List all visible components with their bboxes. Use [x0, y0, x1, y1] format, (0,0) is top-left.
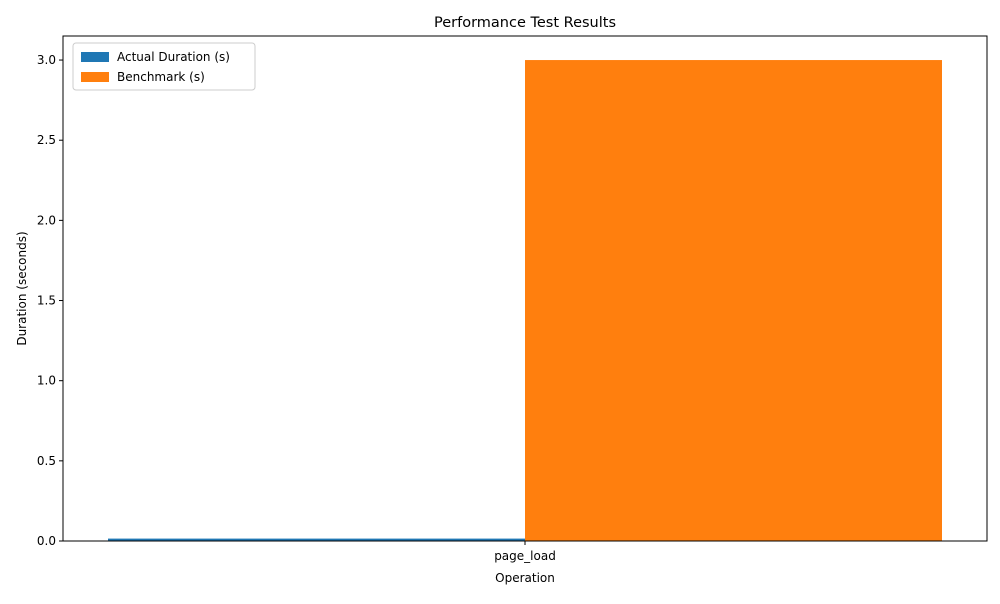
y-tick-label: 2.0 [37, 213, 56, 227]
legend-swatch [81, 52, 109, 62]
x-axis-label: Operation [495, 571, 555, 585]
legend-label: Actual Duration (s) [117, 50, 230, 64]
y-tick-label: 1.5 [37, 294, 56, 308]
plot-frame [62, 35, 988, 542]
legend-label: Benchmark (s) [117, 70, 205, 84]
legend-swatch [81, 72, 109, 82]
y-axis: 0.0 0.5 1.0 1.5 2.0 2.5 3.0 [37, 53, 63, 548]
x-tick-label: page_load [494, 549, 556, 563]
bar-page_load-series-0 [108, 538, 525, 541]
y-tick-label: 2.5 [37, 133, 56, 147]
y-tick-label: 0.0 [37, 534, 56, 548]
legend-frame [72, 42, 256, 91]
legend-items: Actual Duration (s) Benchmark (s) [81, 50, 230, 84]
y-tick-label: 1.0 [37, 374, 56, 388]
y-tick-label: 0.5 [37, 454, 56, 468]
chart-title: Performance Test Results [434, 15, 616, 31]
x-axis: page_load [494, 541, 556, 563]
bar-page_load-series-1 [525, 60, 942, 542]
y-axis-label: Duration (seconds) [15, 231, 29, 345]
legend: Actual Duration (s) Benchmark (s) [72, 42, 256, 91]
y-tick-label: 3.0 [37, 53, 56, 67]
bars-layer [108, 60, 942, 542]
